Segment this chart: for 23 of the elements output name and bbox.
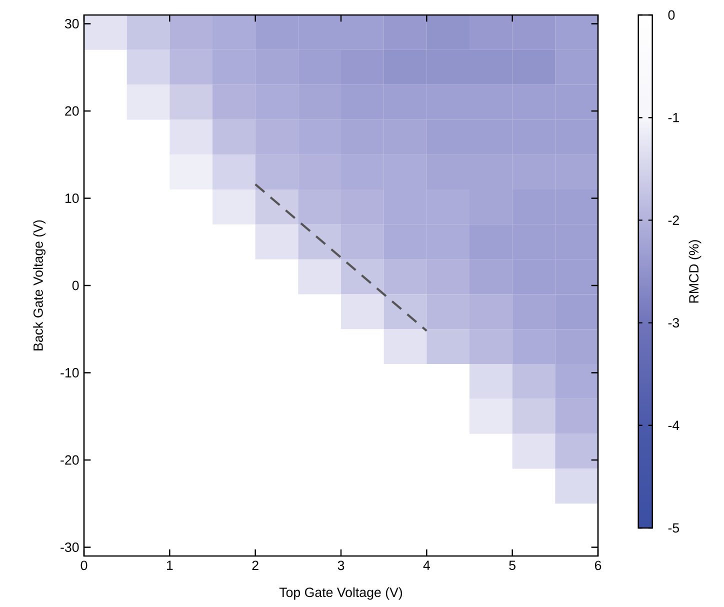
x-tick-label: 0 bbox=[80, 560, 88, 570]
y-tick-label: -30 bbox=[60, 542, 79, 552]
x-axis-title: Top Gate Voltage (V) bbox=[279, 587, 402, 600]
color-bar-label: -3 bbox=[668, 318, 680, 328]
y-tick-label: 20 bbox=[65, 106, 79, 116]
x-tick-label: 4 bbox=[423, 560, 430, 570]
x-tick-label: 3 bbox=[338, 560, 344, 570]
y-tick-label: 0 bbox=[72, 280, 79, 290]
color-bar-label: -4 bbox=[668, 420, 680, 430]
y-tick-label: 30 bbox=[64, 19, 79, 28]
color-bar-label: -5 bbox=[668, 523, 680, 533]
color-bar-label: -1 bbox=[668, 113, 679, 122]
x-tick-label: 6 bbox=[594, 560, 602, 570]
y-axis-title: Back Gate Voltage (V) bbox=[33, 220, 46, 350]
x-tick-label: 2 bbox=[252, 560, 258, 570]
color-bar-label: -2 bbox=[668, 216, 679, 225]
x-tick-label: 5 bbox=[509, 560, 516, 570]
color-bar-label: 0 bbox=[668, 10, 675, 20]
y-tick-label: -10 bbox=[60, 368, 79, 378]
x-tick-label: 1 bbox=[166, 560, 173, 570]
y-tick-label: -20 bbox=[60, 455, 79, 465]
y-tick-label: 10 bbox=[65, 194, 79, 203]
color-bar-title: RMCD (%) bbox=[688, 240, 702, 303]
